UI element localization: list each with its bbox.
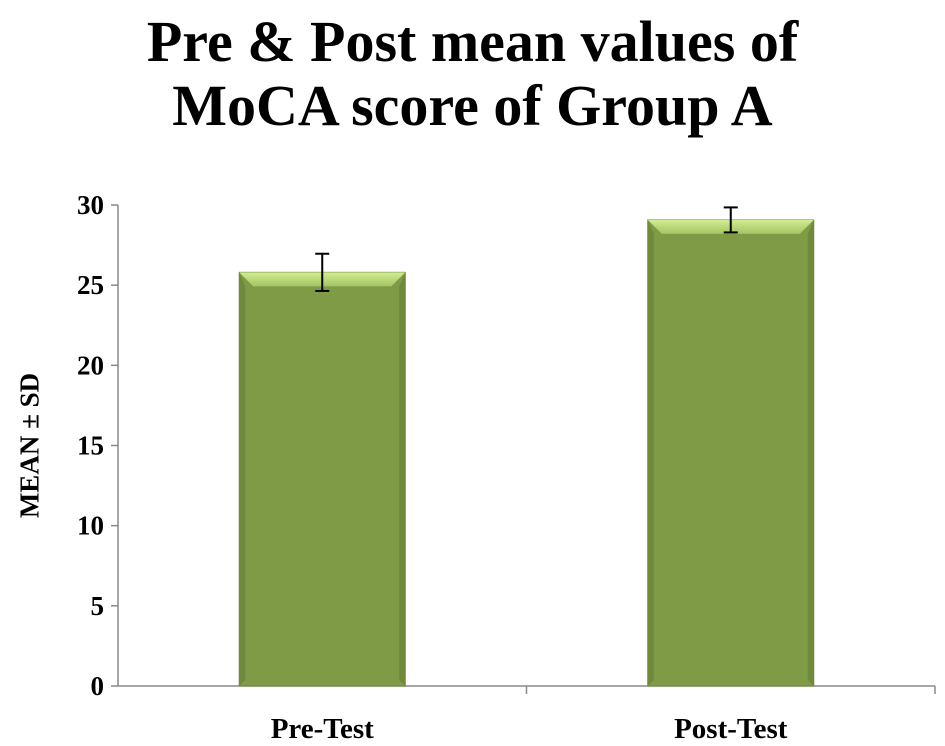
bar-bevel-left bbox=[239, 272, 246, 686]
bar-bevel-right bbox=[399, 272, 406, 686]
chart-title-line-2: MoCA score of Group A bbox=[172, 73, 773, 138]
x-tick-label: Pre-Test bbox=[271, 713, 374, 745]
y-tick-label: 30 bbox=[77, 190, 104, 220]
chart-title-line-1: Pre & Post mean values of bbox=[146, 9, 799, 74]
y-tick-label: 15 bbox=[77, 431, 104, 461]
bar-bevel-left bbox=[647, 219, 654, 686]
bar-post-test bbox=[647, 219, 815, 687]
y-tick-label: 5 bbox=[91, 591, 105, 621]
y-tick-label: 10 bbox=[77, 511, 104, 541]
bar-bevel-right bbox=[807, 219, 814, 686]
y-tick-label: 25 bbox=[77, 270, 104, 300]
y-tick-label: 20 bbox=[77, 350, 104, 380]
x-tick-label: Post-Test bbox=[674, 713, 788, 745]
bar-pre-test bbox=[238, 271, 406, 687]
bar-body bbox=[238, 271, 406, 687]
bar-body bbox=[647, 219, 815, 687]
y-tick-label: 0 bbox=[91, 671, 105, 701]
